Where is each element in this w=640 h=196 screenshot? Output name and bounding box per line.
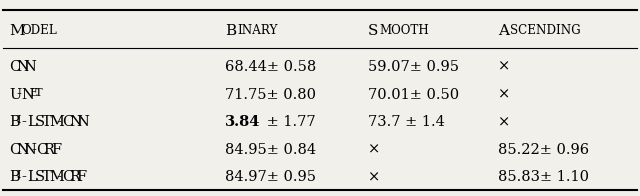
Text: S: S [367, 24, 378, 38]
Text: A: A [498, 24, 509, 38]
Text: ×: × [498, 60, 510, 74]
Text: M: M [49, 170, 64, 184]
Text: 84.95± 0.84: 84.95± 0.84 [225, 143, 316, 157]
Text: E: E [29, 88, 37, 98]
Text: B: B [9, 170, 20, 184]
Text: -: - [56, 170, 61, 184]
Text: R: R [69, 170, 80, 184]
Text: -: - [22, 115, 27, 129]
Text: I: I [17, 170, 21, 180]
Text: B: B [225, 24, 236, 38]
Text: MOOTH: MOOTH [380, 24, 429, 37]
Text: C: C [9, 60, 20, 74]
Text: I: I [17, 115, 21, 125]
Text: 73.7 ± 1.4: 73.7 ± 1.4 [367, 115, 444, 129]
Text: T: T [42, 170, 52, 184]
Text: INARY: INARY [237, 24, 277, 37]
Text: -: - [22, 170, 27, 184]
Text: 85.22± 0.96: 85.22± 0.96 [498, 143, 589, 157]
Text: C: C [9, 143, 20, 157]
Text: C: C [62, 170, 73, 184]
Text: S: S [35, 115, 45, 129]
Text: N: N [24, 143, 36, 157]
Text: 71.75± 0.80: 71.75± 0.80 [225, 88, 316, 102]
Text: T: T [42, 115, 52, 129]
Text: ×: × [367, 170, 380, 184]
Text: T: T [35, 88, 42, 98]
Text: 68.44± 0.58: 68.44± 0.58 [225, 60, 316, 74]
Text: SCENDING: SCENDING [510, 24, 581, 37]
Text: U: U [9, 88, 21, 102]
Text: 84.97± 0.95: 84.97± 0.95 [225, 170, 316, 184]
Text: C: C [62, 115, 73, 129]
Text: F: F [51, 143, 61, 157]
Text: L: L [28, 170, 37, 184]
Text: L: L [28, 115, 37, 129]
Text: C: C [36, 143, 47, 157]
Text: 85.83± 1.10: 85.83± 1.10 [498, 170, 589, 184]
Text: ×: × [498, 115, 510, 129]
Text: B: B [9, 115, 20, 129]
Text: S: S [35, 170, 45, 184]
Text: -: - [31, 143, 36, 157]
Text: ODEL: ODEL [21, 24, 57, 37]
Text: N: N [69, 115, 82, 129]
Text: 3.84: 3.84 [225, 115, 260, 129]
Text: N: N [76, 115, 89, 129]
Text: N: N [17, 60, 29, 74]
Text: 59.07± 0.95: 59.07± 0.95 [367, 60, 459, 74]
Text: ± 1.77: ± 1.77 [262, 115, 316, 129]
Text: M: M [49, 115, 64, 129]
Text: N: N [22, 88, 35, 102]
Text: ×: × [498, 88, 510, 102]
Text: -: - [17, 88, 21, 102]
Text: N: N [17, 143, 29, 157]
Text: R: R [44, 143, 54, 157]
Text: N: N [24, 60, 36, 74]
Text: F: F [76, 170, 86, 184]
Text: M: M [9, 24, 25, 38]
Text: ×: × [367, 143, 380, 157]
Text: 70.01± 0.50: 70.01± 0.50 [367, 88, 459, 102]
Text: -: - [56, 115, 61, 129]
